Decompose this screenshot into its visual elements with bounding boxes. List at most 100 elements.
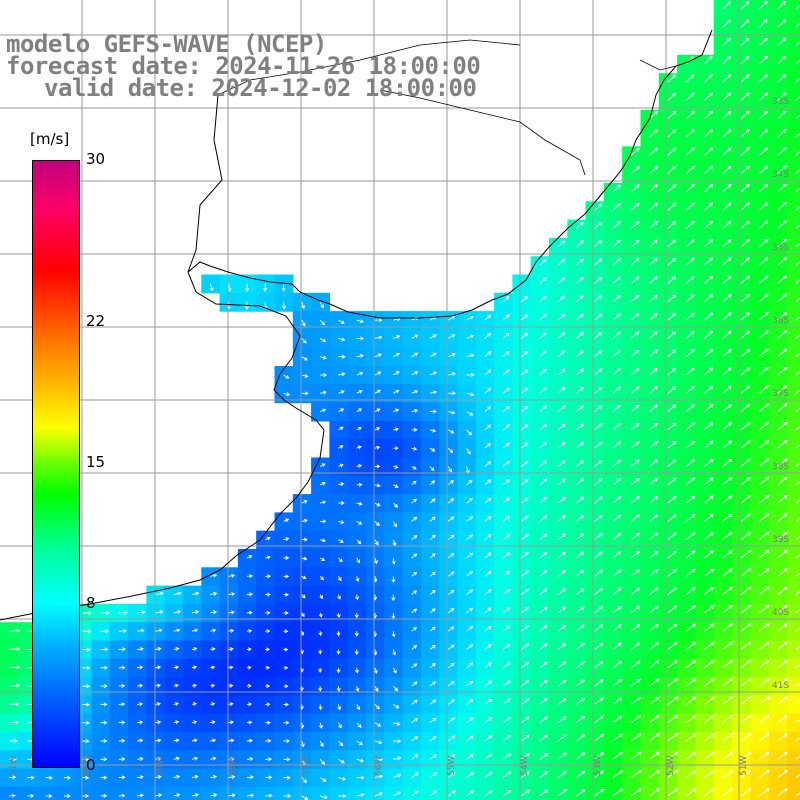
- longitude-label: 57W: [301, 756, 311, 776]
- wind-speed-cell: [458, 604, 477, 623]
- wind-speed-cell: [183, 769, 202, 788]
- wind-speed-cell: [421, 641, 440, 660]
- wind-speed-cell: [769, 695, 788, 714]
- wind-speed-cell: [787, 549, 800, 568]
- wind-speed-cell: [750, 732, 769, 751]
- wind-speed-cell: [311, 476, 330, 495]
- wind-speed-cell: [146, 604, 165, 623]
- wind-speed-cell: [146, 677, 165, 696]
- wind-speed-cell: [787, 275, 800, 294]
- wind-speed-cell: [458, 659, 477, 678]
- wind-speed-cell: [110, 787, 129, 800]
- wind-speed-cell: [494, 476, 513, 495]
- wind-speed-cell: [384, 421, 403, 440]
- wind-speed-cell: [256, 769, 275, 788]
- wind-speed-cell: [750, 604, 769, 623]
- wind-speed-cell: [769, 586, 788, 605]
- wind-speed-cell: [750, 622, 769, 641]
- latitude-label: 40S: [772, 608, 789, 618]
- wind-speed-cell: [750, 567, 769, 586]
- wind-speed-cell: [110, 677, 129, 696]
- wind-speed-cell: [769, 641, 788, 660]
- lagoon-outline: [640, 60, 676, 70]
- wind-speed-cell: [458, 531, 477, 550]
- wind-speed-cell: [220, 695, 239, 714]
- wind-speed-cell: [238, 750, 257, 769]
- wind-speed-cell: [329, 421, 348, 440]
- wind-speed-cell: [659, 695, 678, 714]
- longitude-label: 58W: [228, 756, 238, 776]
- wind-speed-cell: [494, 641, 513, 660]
- wind-speed-cell: [220, 622, 239, 641]
- wind-speed-cell: [476, 750, 495, 769]
- wind-speed-cell: [403, 714, 422, 733]
- wind-speed-cell: [714, 622, 733, 641]
- colorbar-tick-label: 8: [86, 595, 96, 611]
- wind-speed-cell: [403, 769, 422, 788]
- wind-speed-cell: [421, 549, 440, 568]
- wind-speed-cell: [238, 787, 257, 800]
- wind-speed-cell: [439, 604, 458, 623]
- wind-speed-cell: [732, 732, 751, 751]
- wind-speed-cell: [348, 403, 367, 422]
- wind-speed-cell: [714, 567, 733, 586]
- wind-speed-cell: [476, 366, 495, 385]
- wind-speed-cell: [787, 403, 800, 422]
- wind-speed-cell: [641, 769, 660, 788]
- wind-speed-cell: [714, 750, 733, 769]
- wind-speed-cell: [238, 677, 257, 696]
- wind-speed-cell: [458, 549, 477, 568]
- wind-speed-cell: [677, 659, 696, 678]
- wind-speed-cell: [531, 531, 550, 550]
- wind-speed-cell: [787, 787, 800, 800]
- wind-speed-cell: [549, 512, 568, 531]
- wind-speed-cell: [695, 586, 714, 605]
- wind-speed-cell: [641, 732, 660, 751]
- wind-speed-cell: [439, 494, 458, 513]
- wind-speed-cell: [329, 476, 348, 495]
- wind-speed-cell: [750, 677, 769, 696]
- wind-speed-cell: [458, 586, 477, 605]
- wind-speed-cell: [256, 750, 275, 769]
- wind-speed-cell: [641, 695, 660, 714]
- wind-speed-cell: [220, 787, 239, 800]
- wind-speed-cell: [476, 769, 495, 788]
- wind-speed-cell: [165, 622, 184, 641]
- wind-speed-cell: [403, 604, 422, 623]
- wind-speed-cell: [512, 732, 531, 751]
- longitude-label: 54W: [520, 756, 530, 776]
- longitude-label: 51W: [739, 756, 749, 776]
- wind-speed-cell: [439, 732, 458, 751]
- wind-speed-cell: [403, 421, 422, 440]
- wind-speed-cell: [769, 714, 788, 733]
- wind-speed-cell: [256, 586, 275, 605]
- wind-speed-cell: [165, 714, 184, 733]
- wind-speed-cell: [439, 512, 458, 531]
- wind-speed-cell: [348, 366, 367, 385]
- wind-speed-cell: [0, 659, 19, 678]
- wind-speed-cell: [659, 641, 678, 660]
- wind-speed-cell: [165, 659, 184, 678]
- wind-speed-cell: [128, 641, 147, 660]
- wind-speed-cell: [439, 348, 458, 367]
- wind-speed-cell: [403, 512, 422, 531]
- wind-speed-cell: [787, 329, 800, 348]
- wind-speed-cell: [531, 329, 550, 348]
- wind-speed-cell: [787, 110, 800, 129]
- wind-speed-cell: [531, 512, 550, 531]
- colorbar-tick-label: 0: [86, 757, 96, 773]
- wind-speed-cell: [531, 604, 550, 623]
- wind-speed-cell: [421, 677, 440, 696]
- wind-speed-cell: [403, 531, 422, 550]
- wind-speed-cell: [531, 787, 550, 800]
- wind-speed-cell: [146, 659, 165, 678]
- wind-speed-cell: [384, 586, 403, 605]
- wind-speed-cell: [476, 531, 495, 550]
- wind-speed-cell: [512, 403, 531, 422]
- wind-speed-cell: [238, 604, 257, 623]
- wind-speed-cell: [421, 512, 440, 531]
- wind-speed-cell: [677, 769, 696, 788]
- wind-speed-cell: [476, 403, 495, 422]
- wind-speed-cell: [641, 750, 660, 769]
- wind-speed-cell: [183, 714, 202, 733]
